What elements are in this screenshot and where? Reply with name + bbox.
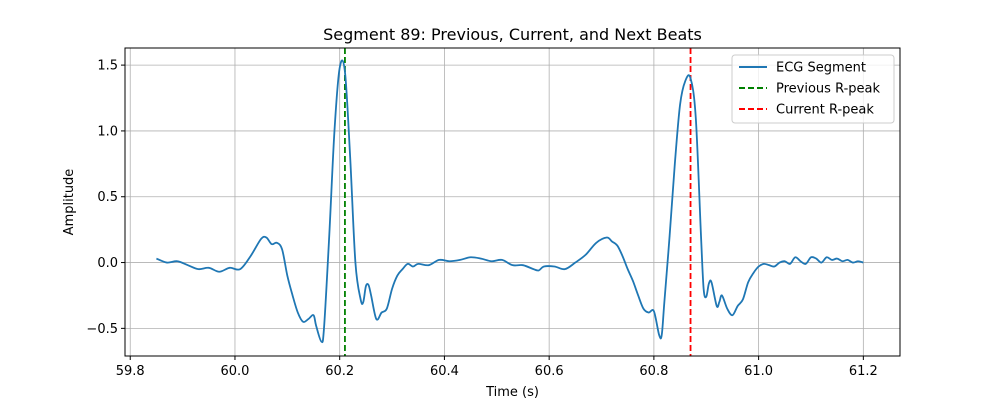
y-tick-label: 0.0	[97, 256, 118, 271]
legend-box	[731, 54, 895, 124]
x-tick-label: 60.4	[430, 364, 459, 379]
x-tick-label: 59.8	[116, 364, 145, 379]
y-tick-label: 1.5	[97, 59, 118, 74]
x-tick-label: 61.0	[744, 364, 773, 379]
x-axis-label: Time (s)	[485, 385, 539, 400]
y-axis-label: Amplitude	[62, 169, 77, 236]
x-tick-label: 60.8	[639, 364, 668, 379]
y-tick-label: 0.5	[97, 190, 118, 205]
x-tick-label: 61.2	[849, 364, 878, 379]
x-tick-label: 60.6	[535, 364, 564, 379]
series-layer	[156, 59, 864, 344]
legend-label-previous-r-peak: Previous R-peak	[776, 82, 880, 97]
legend-label-current-r-peak: Current R-peak	[776, 103, 874, 118]
ecg-segment-line	[156, 59, 864, 344]
legend: ECG Segment Previous R-peak Current R-pe…	[731, 54, 895, 124]
reference-lines	[344, 48, 692, 356]
x-tick-label: 60.2	[325, 364, 354, 379]
y-tick-label: 1.0	[97, 124, 118, 139]
x-tick-label: 60.0	[220, 364, 249, 379]
legend-label-ecg-segment: ECG Segment	[776, 61, 866, 76]
y-tick-label: −0.5	[86, 322, 118, 337]
chart-title: Segment 89: Previous, Current, and Next …	[323, 25, 702, 44]
plot-area-frame	[124, 47, 901, 357]
axis-ticks: 59.8 60.0 60.2 60.4 60.6 60.8 61.0 61.2 −0.5 0.0 0…	[86, 59, 877, 379]
